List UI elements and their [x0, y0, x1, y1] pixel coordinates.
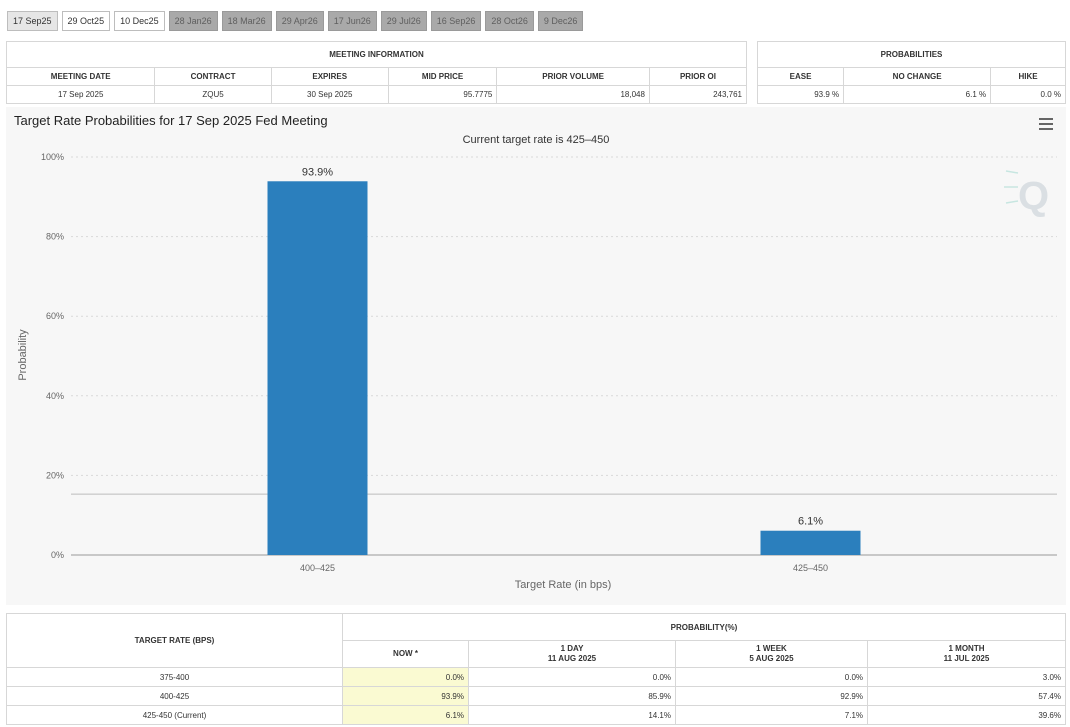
target-rate-table: TARGET RATE (BPS) PROBABILITY(%) NOW * 1… [6, 613, 1066, 725]
tab-16-sep26[interactable]: 16 Sep26 [430, 11, 482, 31]
table-row: 375-400 0.0% 0.0% 0.0% 3.0% [6, 667, 1066, 687]
now-header: NOW * [342, 640, 469, 668]
one-day-value: 85.9% [468, 686, 676, 706]
table-row: 425-450 (Current) 6.1% 14.1% 7.1% 39.6% [6, 705, 1066, 725]
now-value: 93.9% [342, 686, 469, 706]
y-tick-label: 100% [41, 152, 64, 162]
header-contract: CONTRACT [154, 67, 272, 86]
expires-value: 30 Sep 2025 [270, 85, 389, 104]
tab-10-dec25[interactable]: 10 Dec25 [114, 11, 165, 31]
data-label: 6.1% [798, 516, 823, 528]
probability-header: PROBABILITY(%) [342, 613, 1066, 641]
header-no-change: NO CHANGE [843, 67, 992, 86]
tab-18-mar26[interactable]: 18 Mar26 [221, 11, 272, 31]
meeting-date-value: 17 Sep 2025 [5, 85, 156, 104]
one-week-value: 7.1% [675, 705, 868, 725]
data-label: 93.9% [302, 166, 333, 178]
probabilities-table: PROBABILITIES EASE NO CHANGE HIKE 93.9 %… [756, 41, 1066, 104]
tab-17-jun26[interactable]: 17 Jun26 [327, 11, 377, 31]
svg-text:Q: Q [1018, 174, 1049, 218]
y-tick-label: 40% [46, 391, 64, 401]
meeting-tabs: 17 Sep25 29 Oct25 10 Dec25 28 Jan26 18 M… [7, 11, 584, 31]
header-mid-price: MID PRICE [387, 67, 498, 86]
y-tick-label: 0% [51, 550, 64, 560]
one-month-value: 3.0% [867, 667, 1066, 687]
meeting-information-title: MEETING INFORMATION [6, 41, 747, 68]
chart-subtitle: Current target rate is 425–450 [462, 134, 610, 146]
tab-9-dec26[interactable]: 9 Dec26 [537, 11, 584, 31]
chart-panel: Q 0% 20% 40% 60% 80% 100% 93.9% 400–425 6.1% 425–… [6, 107, 1066, 605]
prior-oi-value: 243,761 [648, 85, 748, 104]
tab-28-jan26[interactable]: 28 Jan26 [168, 11, 218, 31]
hike-value: 0.0 % [990, 85, 1066, 104]
one-month-label: 1 MONTH [948, 644, 985, 653]
one-week-header: 1 WEEK 5 AUG 2025 [675, 640, 868, 668]
one-day-date: 11 AUG 2025 [547, 654, 597, 663]
tab-29-oct25[interactable]: 29 Oct25 [61, 11, 111, 31]
chart-title: Target Rate Probabilities for 17 Sep 202… [14, 113, 328, 128]
now-value: 0.0% [342, 667, 469, 687]
tab-17-sep25[interactable]: 17 Sep25 [7, 11, 58, 31]
probabilities-title: PROBABILITIES [757, 41, 1066, 68]
x-axis-title: Target Rate (in bps) [515, 579, 612, 591]
bar-0[interactable] [267, 181, 368, 555]
x-tick-label: 425–450 [793, 563, 828, 573]
tab-29-jul26[interactable]: 29 Jul26 [380, 11, 427, 31]
header-expires: EXPIRES [270, 67, 389, 86]
y-tick-label: 80% [46, 232, 64, 242]
table-row: 93.9 % 6.1 % 0.0 % [756, 85, 1066, 104]
one-week-value: 92.9% [675, 686, 868, 706]
meeting-information-table: MEETING INFORMATION MEETING DATE CONTRAC… [5, 41, 748, 104]
y-tick-label: 60% [46, 311, 64, 321]
mid-price-value: 95.7775 [387, 85, 498, 104]
y-axis-title: Probability [17, 329, 29, 381]
rate-label: 425-450 (Current) [6, 705, 343, 725]
one-month-value: 57.4% [867, 686, 1066, 706]
header-prior-volume: PRIOR VOLUME [496, 67, 650, 86]
rate-label: 400-425 [6, 686, 343, 706]
tab-28-oct26[interactable]: 28 Oct26 [485, 11, 534, 31]
one-day-value: 0.0% [468, 667, 676, 687]
one-week-date: 5 AUG 2025 [749, 654, 794, 663]
q-logo-icon: Q [1004, 170, 1049, 218]
target-rate-header: TARGET RATE (BPS) [6, 613, 343, 668]
one-month-date: 11 JUL 2025 [943, 654, 990, 663]
contract-value: ZQU5 [154, 85, 272, 104]
table-row: 400-425 93.9% 85.9% 92.9% 57.4% [6, 686, 1066, 706]
header-hike: HIKE [990, 67, 1066, 86]
one-day-header: 1 DAY 11 AUG 2025 [468, 640, 676, 668]
no-change-value: 6.1 % [843, 85, 992, 104]
ease-value: 93.9 % [756, 85, 845, 104]
one-week-label: 1 WEEK [756, 644, 787, 653]
now-value: 6.1% [342, 705, 469, 725]
menu-icon[interactable] [1039, 118, 1053, 130]
one-day-value: 14.1% [468, 705, 676, 725]
one-week-value: 0.0% [675, 667, 868, 687]
x-tick-label: 400–425 [300, 563, 335, 573]
one-day-label: 1 DAY [560, 644, 584, 653]
rate-label: 375-400 [6, 667, 343, 687]
prior-volume-value: 18,048 [496, 85, 650, 104]
probability-chart: Q 0% 20% 40% 60% 80% 100% 93.9% 400–425 6.1% 425–… [17, 152, 1057, 591]
tab-29-apr26[interactable]: 29 Apr26 [275, 11, 324, 31]
header-prior-oi: PRIOR OI [648, 67, 748, 86]
table-row: 17 Sep 2025 ZQU5 30 Sep 2025 95.7775 18,… [5, 85, 748, 104]
bar-1[interactable] [760, 530, 861, 555]
y-tick-label: 20% [46, 470, 64, 480]
one-month-header: 1 MONTH 11 JUL 2025 [867, 640, 1066, 668]
one-month-value: 39.6% [867, 705, 1066, 725]
header-meeting-date: MEETING DATE [5, 67, 156, 86]
header-ease: EASE [756, 67, 845, 86]
